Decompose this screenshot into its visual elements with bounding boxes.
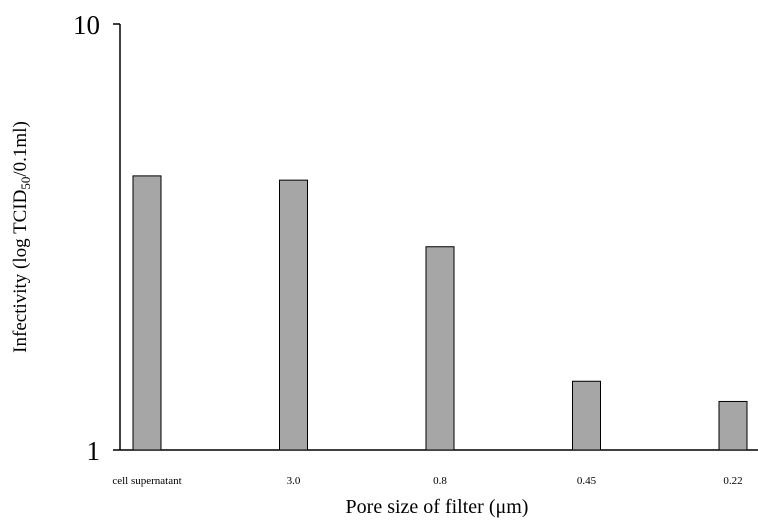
y-axis-title-rest: /0.1ml)	[10, 121, 31, 176]
y-tick-labels: 1 10	[73, 10, 100, 466]
y-axis-title-main: Infectivity (log TCID	[10, 190, 31, 353]
bar-1	[279, 179, 308, 451]
bars-group	[132, 175, 748, 451]
bar-3	[572, 380, 601, 451]
x-tick-label-0: cell supernatant	[112, 475, 181, 487]
y-axis-title: Infectivity (log TCID50/0.1ml)	[10, 121, 33, 353]
bar-0	[132, 175, 162, 451]
y-tick-label-0: 1	[87, 436, 101, 466]
bar-2	[425, 246, 455, 451]
x-tick-label-4: 0.22	[723, 475, 742, 487]
y-tick-label-1: 10	[73, 10, 100, 40]
x-axis-title: Pore size of filter (μm)	[346, 496, 529, 518]
bar-4	[718, 400, 748, 451]
y-axis-title-subscript: 50	[18, 177, 33, 190]
x-tick-label-2: 0.8	[433, 475, 447, 487]
x-tick-labels: cell supernatant 3.0 0.8 0.45 0.22	[112, 475, 742, 487]
x-tick-label-1: 3.0	[287, 475, 301, 487]
x-tick-label-3: 0.45	[577, 475, 597, 487]
